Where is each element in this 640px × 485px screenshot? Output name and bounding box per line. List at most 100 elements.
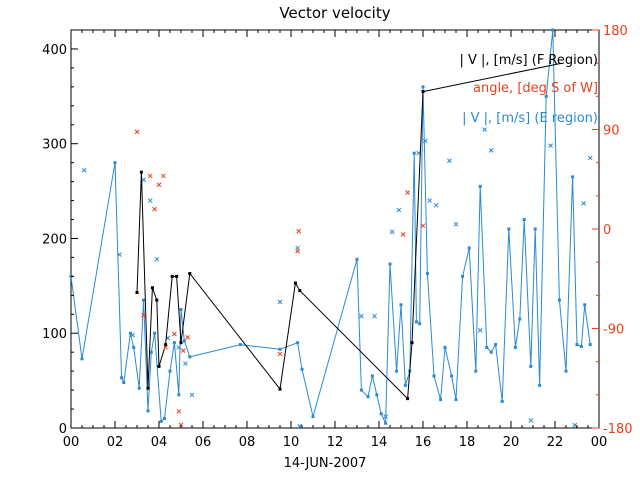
data-point <box>175 274 179 278</box>
data-marker <box>296 228 302 234</box>
data-marker <box>427 198 432 203</box>
x-axis: 00 02 04 06 08 10 12 14 16 18 20 22 00 <box>63 30 607 450</box>
data-marker <box>482 127 487 132</box>
data-marker <box>277 351 283 357</box>
data-marker <box>396 207 402 213</box>
data-point <box>375 393 379 397</box>
data-marker <box>134 129 140 135</box>
data-point <box>137 386 141 390</box>
data-marker <box>180 348 186 353</box>
x-tick-label: 20 <box>503 435 520 450</box>
data-marker <box>185 334 190 340</box>
x-tick-label: 16 <box>415 435 432 450</box>
data-marker <box>405 190 410 195</box>
data-point <box>403 383 407 387</box>
data-marker <box>477 328 483 333</box>
data-point <box>120 376 124 380</box>
y-axis-right: -180 -90 0 90 180 <box>592 24 633 437</box>
data-point <box>379 412 383 416</box>
data-point <box>544 94 548 98</box>
data-point <box>80 357 84 361</box>
data-point <box>551 28 555 32</box>
y-right-tick-label: 180 <box>603 24 628 39</box>
data-point <box>384 421 388 425</box>
data-point <box>311 415 315 419</box>
data-point <box>518 317 522 321</box>
y-right-tick-label: 90 <box>603 124 620 139</box>
data-point <box>153 331 157 335</box>
data-point <box>146 409 150 413</box>
data-marker <box>359 313 364 319</box>
data-point <box>188 272 192 276</box>
data-marker <box>183 361 188 366</box>
data-point <box>135 290 139 294</box>
x-tick-label: 10 <box>283 435 300 450</box>
series-layer <box>69 28 593 429</box>
y-right-tick-label: -90 <box>603 323 624 338</box>
data-point <box>122 381 126 385</box>
data-point <box>113 161 117 165</box>
data-point <box>564 369 568 373</box>
data-marker <box>433 202 439 208</box>
y-left-tick-label: 0 <box>59 422 67 437</box>
data-point <box>443 345 447 349</box>
data-point <box>170 274 174 278</box>
data-marker <box>488 147 494 153</box>
data-point <box>159 419 163 423</box>
data-marker <box>400 232 406 237</box>
data-point <box>406 397 410 401</box>
data-point <box>388 262 392 266</box>
data-point <box>150 286 154 290</box>
data-point <box>399 303 403 307</box>
data-marker <box>528 418 534 423</box>
data-point <box>485 345 489 349</box>
data-point <box>164 343 168 347</box>
data-marker <box>152 206 157 212</box>
data-marker <box>383 414 388 419</box>
data-point <box>494 343 498 347</box>
y-right-tick-label: -180 <box>603 422 633 437</box>
data-point <box>425 272 429 276</box>
data-point <box>296 341 300 345</box>
data-point <box>298 289 302 293</box>
y-right-tick-label: 0 <box>603 223 611 238</box>
data-point <box>168 369 172 373</box>
data-point <box>293 281 297 285</box>
data-point <box>366 395 370 399</box>
x-tick-label: 18 <box>459 435 476 450</box>
data-point <box>421 85 425 89</box>
chart-title: Vector velocity <box>279 4 390 22</box>
data-point <box>557 298 561 302</box>
data-point <box>155 298 159 302</box>
data-point <box>355 257 359 261</box>
data-point <box>139 170 143 174</box>
x-tick-label: 02 <box>107 435 124 450</box>
data-point <box>489 350 493 354</box>
data-point <box>163 417 166 421</box>
data-point <box>142 298 146 302</box>
data-marker <box>163 344 168 350</box>
data-marker <box>420 223 426 229</box>
data-marker <box>372 313 377 319</box>
data-point <box>238 343 242 347</box>
data-point <box>478 184 482 188</box>
series-v-m-s-e-region-scatter <box>81 127 593 429</box>
data-point <box>474 369 478 373</box>
series-angle-deg-s-of-w <box>134 129 426 428</box>
y-left-tick-label: 200 <box>42 232 67 247</box>
data-marker <box>548 143 553 148</box>
x-tick-label: 12 <box>327 435 344 450</box>
data-marker <box>572 422 578 428</box>
data-marker <box>147 198 153 203</box>
data-marker <box>117 252 122 257</box>
data-point <box>410 341 414 345</box>
data-point <box>432 374 436 378</box>
x-tick-label: 22 <box>547 435 564 450</box>
data-point <box>412 151 416 155</box>
data-point <box>414 320 418 324</box>
data-marker <box>189 392 195 398</box>
data-point <box>370 374 374 378</box>
data-point <box>359 388 363 392</box>
data-point <box>128 331 132 335</box>
